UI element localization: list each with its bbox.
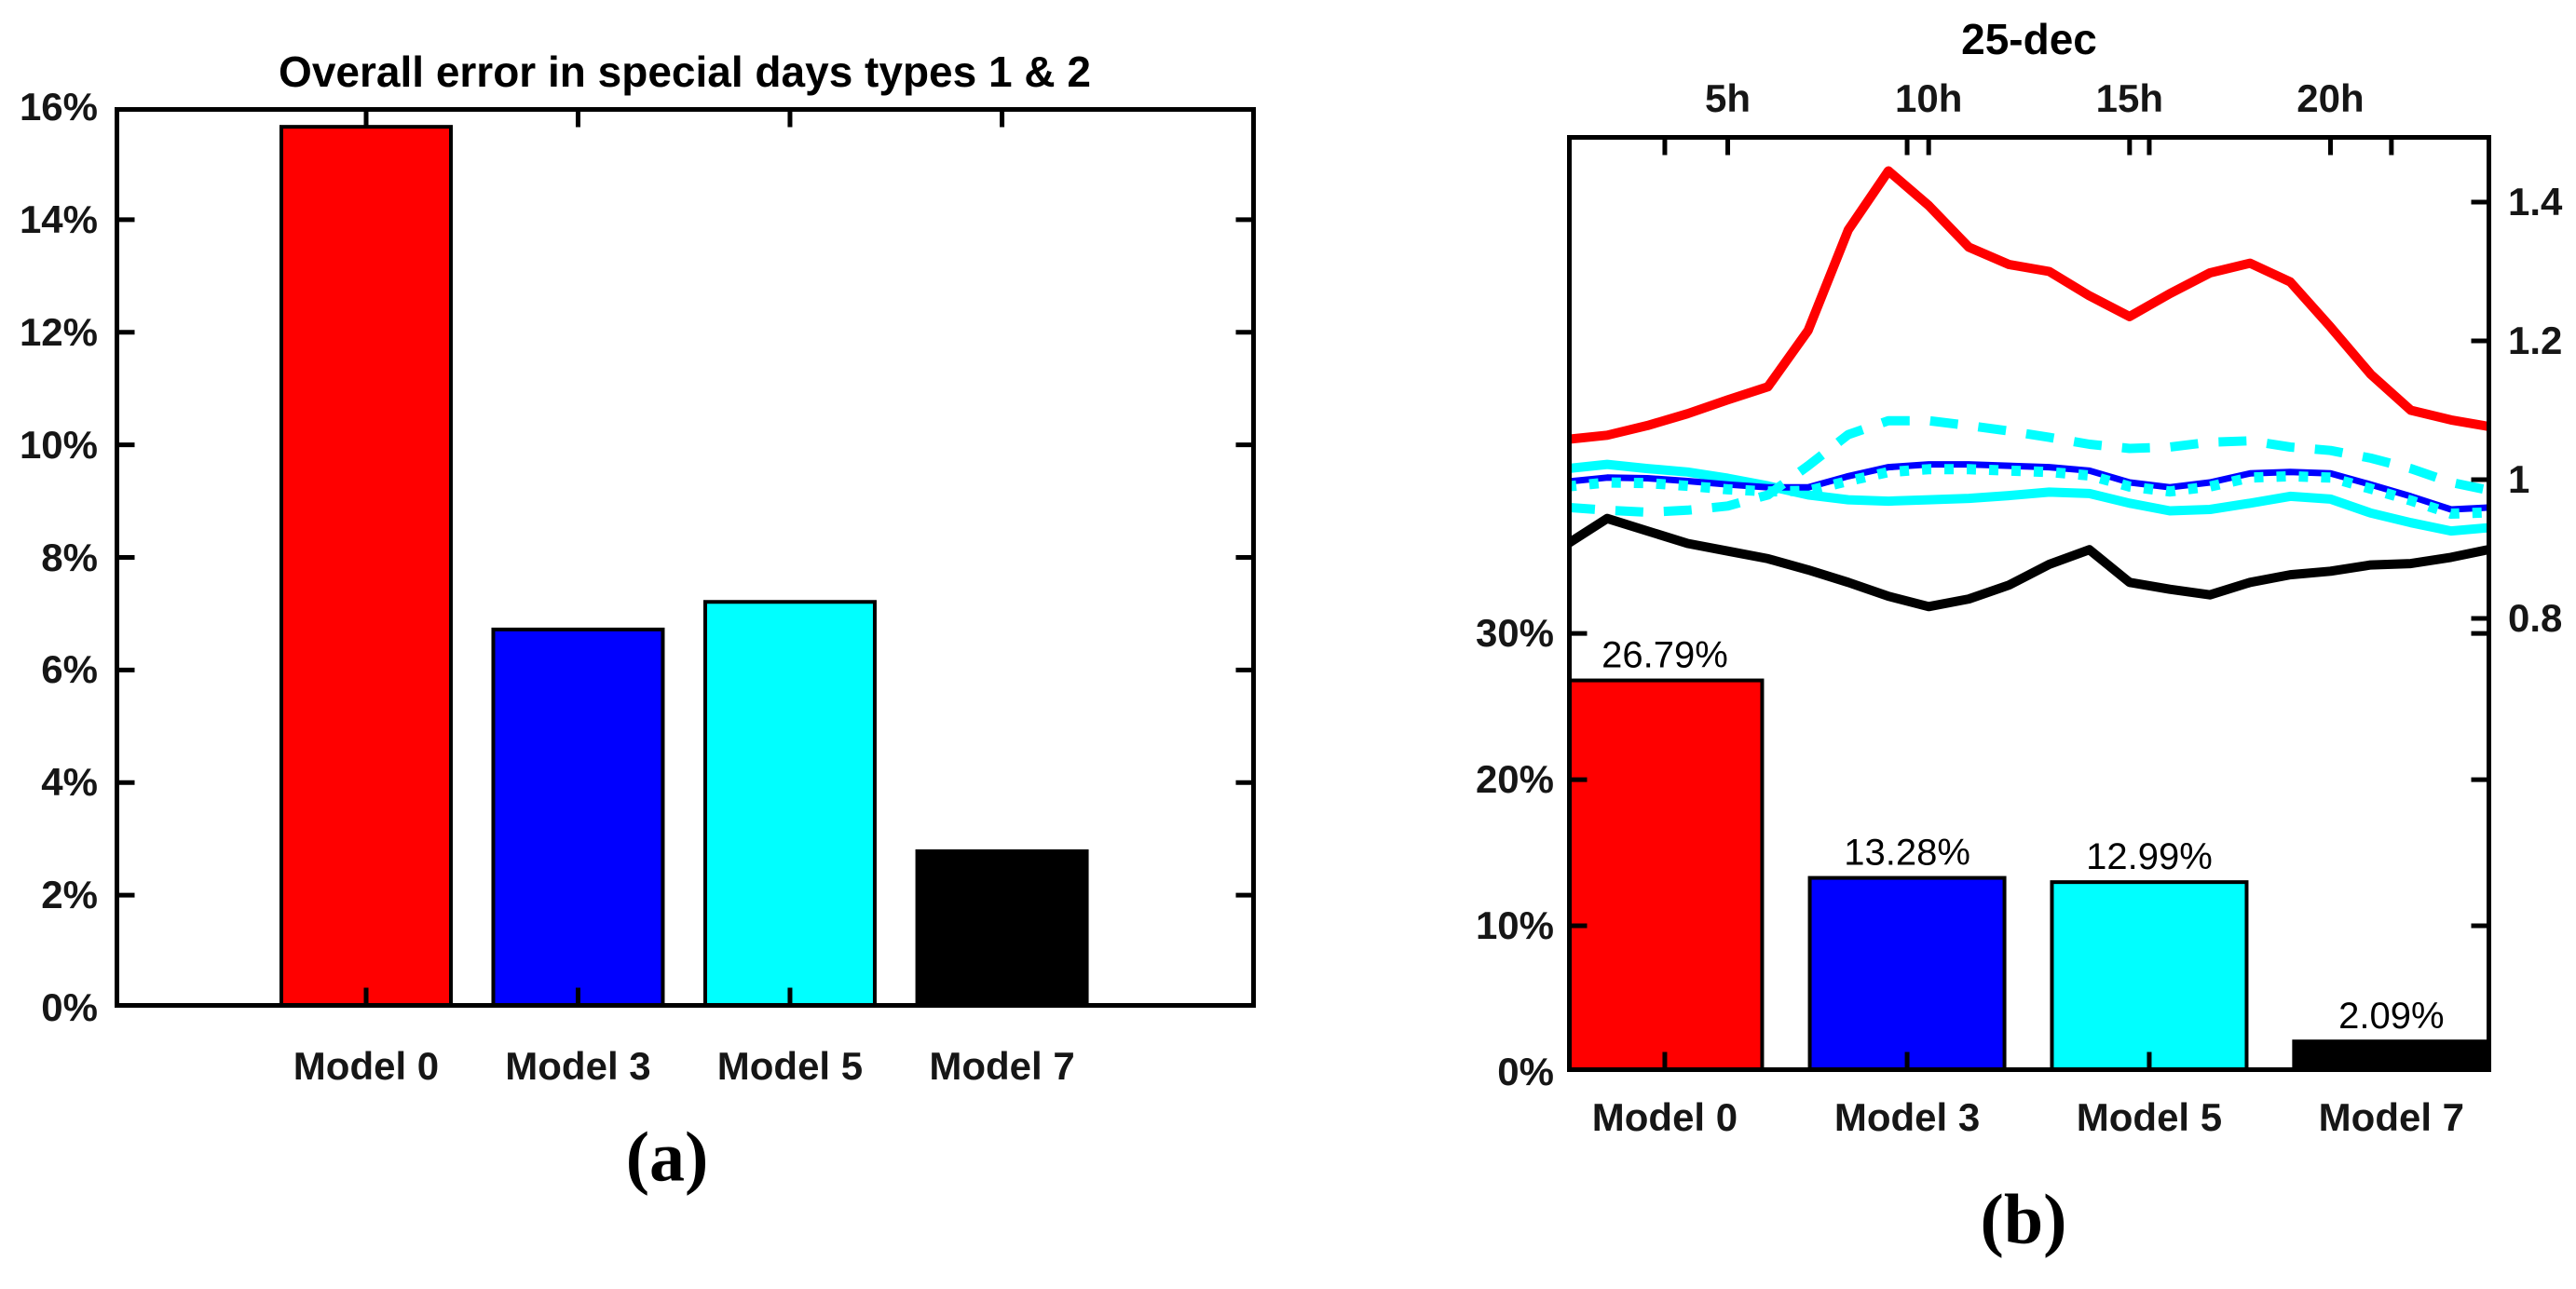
x-category-label: Model 7	[929, 1044, 1075, 1088]
y-tick-label: 12%	[19, 309, 98, 354]
bar-model-5	[2050, 880, 2249, 1072]
bar-model-3	[1807, 875, 2007, 1072]
x-category-label: Model 0	[1591, 1095, 1738, 1139]
left-pct-label: 30%	[1475, 611, 1554, 656]
right-ratio-label: 1.4	[2508, 180, 2563, 224]
right-ratio-label: 1	[2508, 457, 2530, 501]
line-blue-solid	[1567, 461, 2491, 513]
x-category-label: Model 5	[716, 1044, 864, 1088]
line-cyan-dashed	[1567, 415, 2491, 517]
left-pct-label: 10%	[1475, 903, 1554, 948]
y-tick-label: 4%	[41, 760, 98, 805]
y-tick-label: 14%	[19, 197, 98, 241]
bar-model-0	[1567, 678, 1765, 1072]
bar-model-7	[915, 848, 1089, 1008]
panel-b-plot: 26.79% 13.28% 12.99% 2.09%	[1567, 135, 2491, 1072]
bar-model-0	[279, 125, 453, 1008]
panel-b-title: 25-dec	[1961, 15, 2097, 63]
panel-a-caption: (a)	[625, 1118, 709, 1197]
line-red-solid	[1567, 166, 2491, 444]
panel-a-title: Overall error in special days types 1 & …	[279, 47, 1091, 96]
right-ratio-label: 0.8	[2508, 596, 2563, 640]
x-category-label: Model 3	[1833, 1095, 1981, 1139]
bar-value-label: 12.99%	[2086, 836, 2213, 877]
x-category-label: Model 3	[505, 1044, 651, 1088]
left-pct-label: 0%	[1497, 1050, 1554, 1093]
bar-value-label: 2.09%	[2338, 996, 2444, 1037]
bar-value-label: 26.79%	[1601, 635, 1728, 676]
panel-a-plot	[115, 107, 1256, 1008]
top-hour-label: 20h	[2297, 76, 2365, 120]
bar-model-3	[491, 627, 665, 1008]
y-tick-label: 10%	[19, 422, 98, 467]
top-hour-label: 15h	[2095, 76, 2163, 120]
line-black-solid	[1567, 513, 2491, 612]
y-tick-label: 0%	[41, 985, 98, 1029]
x-category-label: Model 5	[2076, 1095, 2223, 1139]
line-cyan-solid	[1567, 459, 2491, 536]
y-tick-label: 16%	[19, 85, 98, 129]
left-pct-label: 20%	[1475, 757, 1554, 802]
bar-value-label: 13.28%	[1844, 833, 1970, 874]
bar-model-5	[702, 600, 877, 1008]
plot-border	[1567, 135, 2491, 1072]
top-hour-label: 10h	[1894, 76, 1963, 120]
right-ratio-label: 1.2	[2508, 319, 2563, 362]
top-hour-label: 5h	[1705, 76, 1751, 120]
x-category-label: Model 7	[2318, 1095, 2465, 1139]
panel-b-caption: (b)	[1980, 1180, 2067, 1259]
x-category-label: Model 0	[293, 1044, 440, 1088]
y-tick-label: 8%	[41, 535, 98, 579]
y-tick-label: 6%	[41, 647, 98, 692]
y-tick-label: 2%	[41, 873, 98, 917]
